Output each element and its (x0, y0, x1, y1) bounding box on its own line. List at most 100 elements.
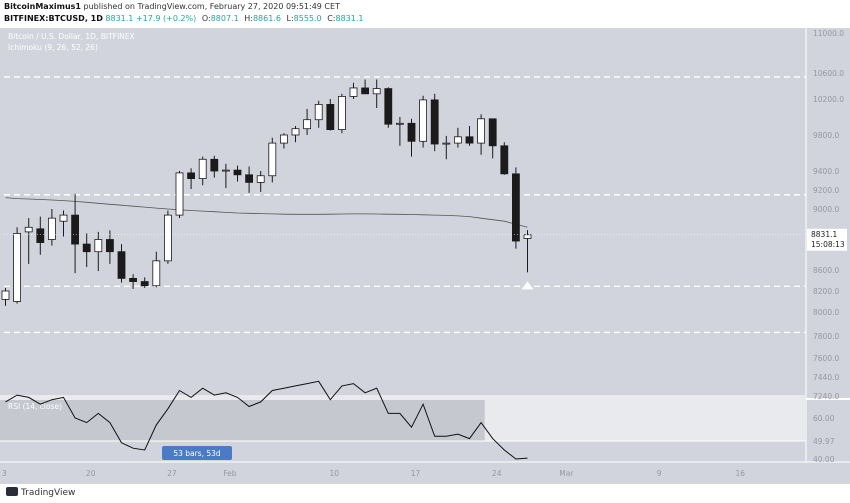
countdown-label: 15:08:13 (811, 240, 845, 249)
open-label: O: (201, 14, 211, 23)
price-tick-label: 9800.0 (813, 131, 839, 140)
candle-up[interactable] (198, 158, 207, 180)
indicator-label: Ichimoku (9, 26, 52, 26) (8, 43, 98, 52)
candle-down[interactable] (326, 104, 335, 131)
candle-up[interactable] (268, 142, 277, 177)
time-tick-label: 24 (492, 469, 502, 478)
price-chart[interactable]: Bitcoin / U.S. Dollar, 1D, BITFINEX Ichim… (0, 28, 850, 484)
candle-down[interactable] (82, 243, 91, 253)
price-tick-label: 8200.0 (813, 287, 839, 296)
candle-up[interactable] (13, 232, 22, 302)
symbol-info: BITFINEX:BTCUSD, 1D 8831.1 +17.9 (+0.2%)… (4, 14, 363, 23)
tradingview-logo-icon (6, 487, 18, 496)
candle-down[interactable] (430, 99, 439, 145)
chart-footer: TradingView (0, 484, 850, 503)
candle-down[interactable] (36, 228, 45, 243)
chart-header: BitcoinMaximus1 published on TradingView… (0, 0, 850, 28)
candle-down[interactable] (384, 88, 393, 125)
candle-down[interactable] (129, 277, 138, 282)
price-tick-label: 7800.0 (813, 332, 839, 341)
candle-up[interactable] (303, 119, 312, 130)
candle-up[interactable] (163, 214, 172, 262)
time-tick-label: Mar (559, 469, 574, 478)
time-tick-label: 17 (411, 469, 421, 478)
candle-up[interactable] (94, 239, 103, 253)
high-value: 8861.6 (252, 14, 281, 23)
published-text: published on TradingView.com, February 2… (83, 2, 340, 11)
price-tick-label: 9000.0 (813, 205, 839, 214)
candle-up[interactable] (256, 175, 265, 183)
candle-down[interactable] (500, 145, 509, 175)
close-value: 8831.1 (335, 14, 364, 23)
candle-down[interactable] (465, 136, 474, 144)
candle-up[interactable] (24, 226, 33, 233)
close-label: C: (327, 14, 336, 23)
candle-up[interactable] (152, 260, 161, 287)
candle-up[interactable] (279, 134, 288, 144)
candle-down[interactable] (245, 174, 254, 183)
candle-down[interactable] (512, 173, 520, 242)
candle-up[interactable] (477, 118, 486, 144)
main-pane-background (0, 28, 806, 398)
rsi-selection-shade (0, 400, 485, 441)
last-price: 8831.1 (105, 14, 134, 23)
price-axis-background (806, 28, 850, 484)
candle-down[interactable] (210, 158, 219, 172)
chart-title: Bitcoin / U.S. Dollar, 1D, BITFINEX (8, 32, 135, 41)
candle-up[interactable] (291, 128, 300, 136)
candle-up[interactable] (395, 122, 404, 125)
price-tick-label: 7600.0 (813, 354, 839, 363)
candle-down[interactable] (187, 172, 196, 179)
rsi-tick-label: 40.00 (813, 455, 835, 464)
candle-up[interactable] (349, 87, 358, 97)
time-tick-label: 3 (2, 469, 7, 478)
rsi-line (5, 380, 528, 460)
low-value: 8555.0 (293, 14, 322, 23)
candle-down[interactable] (71, 214, 79, 245)
time-tick-label: 10 (330, 469, 340, 478)
candle-up[interactable] (337, 96, 346, 131)
publisher-name[interactable]: BitcoinMaximus1 (4, 2, 81, 11)
rsi-label: RSI (14, close) (8, 402, 62, 411)
candle-up[interactable] (419, 99, 428, 142)
candle-up[interactable] (175, 172, 184, 216)
candle-up[interactable] (442, 142, 451, 145)
price-tick-label: 10600.0 (813, 69, 844, 78)
publish-info: BitcoinMaximus1 published on TradingView… (4, 2, 340, 11)
candle-down[interactable] (407, 122, 416, 142)
price-tick-label: 8600.0 (813, 266, 839, 275)
time-tick-label: 9 (657, 469, 662, 478)
rsi-tick-label: 60.00 (813, 414, 835, 423)
price-tick-label: 9400.0 (813, 167, 839, 176)
moving-average-line (5, 197, 528, 228)
candle-down[interactable] (117, 251, 126, 279)
candle-up[interactable] (59, 214, 68, 222)
candle-down[interactable] (233, 169, 242, 176)
high-label: H: (244, 14, 253, 23)
price-tick-label: 8000.0 (813, 308, 839, 317)
candle-up[interactable] (48, 217, 56, 240)
time-tick-label: 20 (86, 469, 96, 478)
candle-up[interactable] (221, 169, 230, 172)
current-price-label: 8831.1 (811, 230, 837, 239)
low-label: L: (286, 14, 294, 23)
candle-down[interactable] (361, 87, 370, 95)
tradingview-logo[interactable]: TradingView (6, 487, 75, 498)
price-label-box (807, 228, 847, 251)
candle-down[interactable] (140, 281, 149, 287)
candle-down[interactable] (488, 118, 497, 147)
candle-up[interactable] (1, 290, 10, 300)
candle-up[interactable] (453, 136, 462, 144)
candle-up[interactable] (372, 88, 381, 95)
time-tick-label: Feb (223, 469, 237, 478)
price-tick-label: 9200.0 (813, 186, 839, 195)
candle-up[interactable] (314, 104, 323, 121)
candle-up[interactable] (523, 234, 532, 239)
bars-count-badge (162, 446, 232, 460)
symbol-label[interactable]: BITFINEX:BTCUSD, 1D (4, 14, 103, 23)
arrow-marker-icon (521, 281, 534, 290)
open-value: 8807.1 (210, 14, 239, 23)
rsi-tick-label: 49.97 (813, 437, 835, 446)
time-axis-background (0, 462, 850, 484)
candle-down[interactable] (106, 239, 114, 253)
